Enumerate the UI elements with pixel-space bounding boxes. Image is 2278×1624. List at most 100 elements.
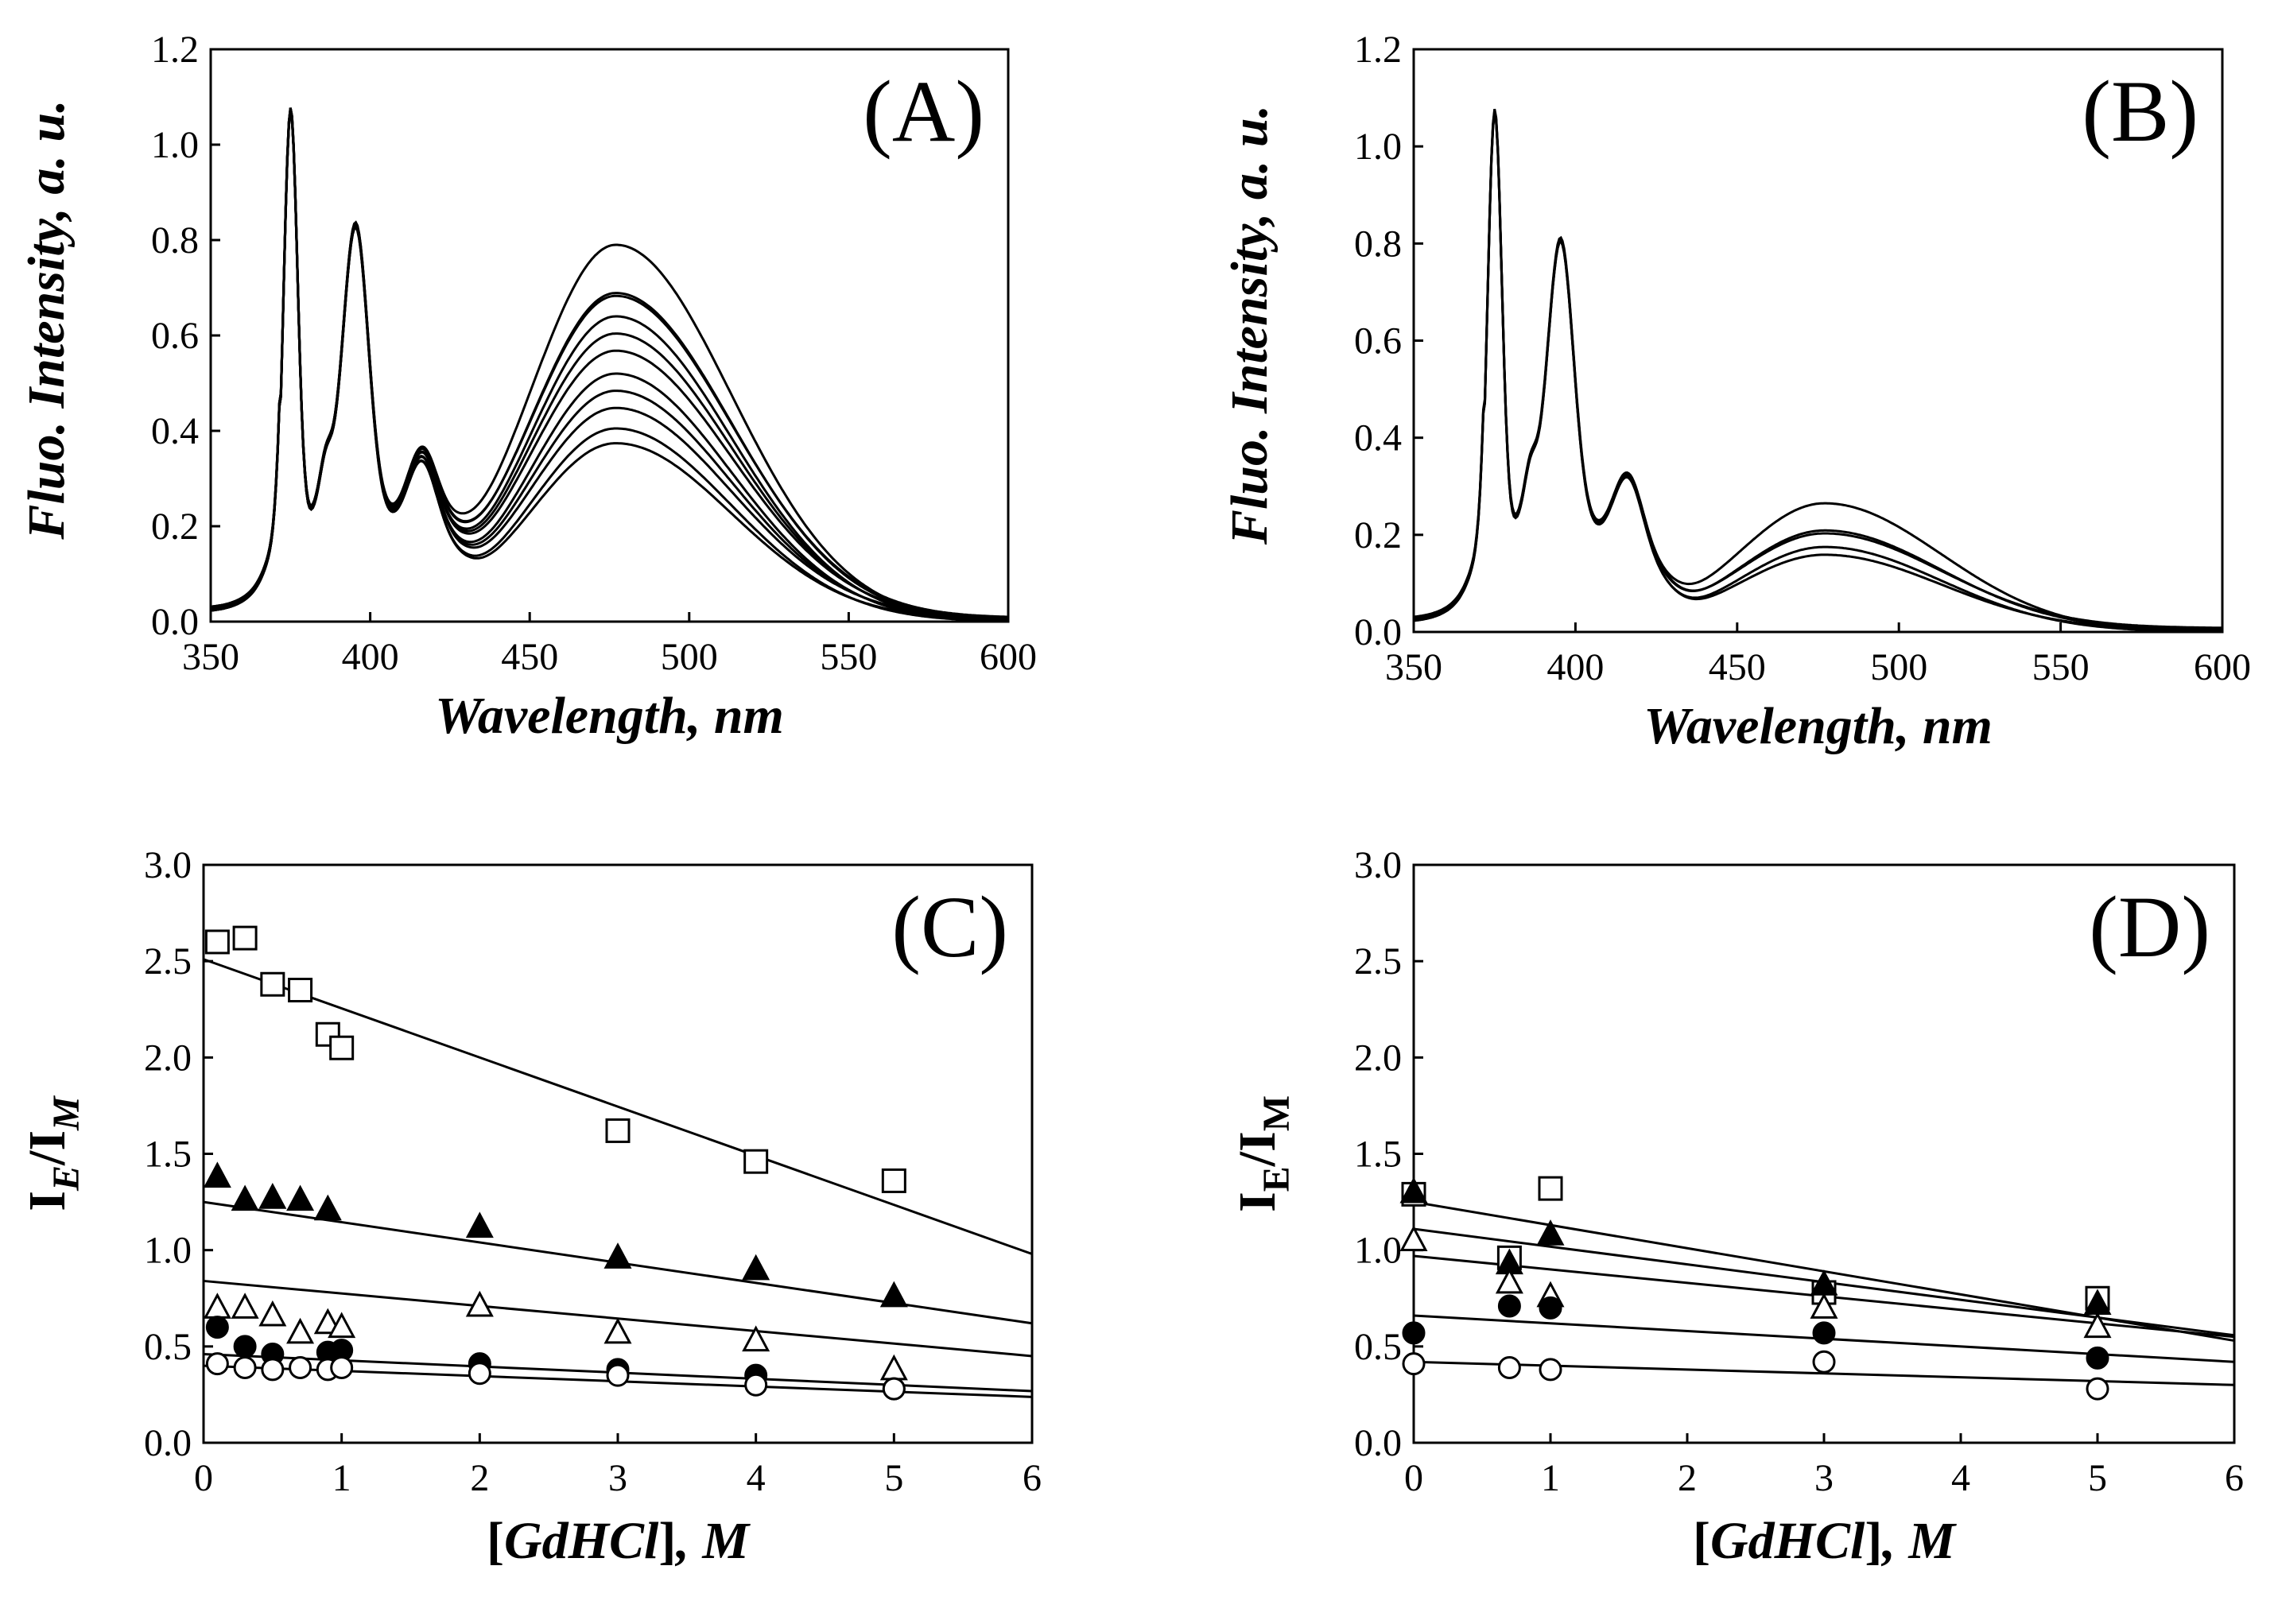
y-tick-label: 2.0 <box>1354 1037 1402 1079</box>
y-tick-label: 2.5 <box>1354 940 1402 983</box>
data-point-filled-circle <box>2086 1346 2109 1370</box>
data-point-filled-triangle <box>465 1211 494 1238</box>
data-point-filled-triangle <box>879 1281 908 1308</box>
x-tick-label: 4 <box>747 1457 766 1499</box>
data-point-filled-triangle <box>603 1242 632 1269</box>
data-point-filled-circle <box>1812 1321 1836 1345</box>
y-tick-label: 1.5 <box>144 1134 192 1176</box>
data-point-filled-circle <box>1402 1321 1426 1345</box>
data-point-open-square <box>881 1168 906 1193</box>
x-tick-label: 5 <box>884 1457 903 1499</box>
data-point-open-triangle <box>2083 1312 2112 1339</box>
data-point-open-triangle <box>742 1325 770 1352</box>
y-tick-label: 1.0 <box>1354 1230 1402 1272</box>
spectrum-line-11 <box>210 109 1009 621</box>
y-tick-label: 1.2 <box>151 29 199 71</box>
x-tick-label: 6 <box>2225 1457 2244 1499</box>
data-point-open-square <box>605 1118 631 1143</box>
y-tick-label: 0.6 <box>1354 320 1402 362</box>
spectrum-line-6 <box>210 107 1008 618</box>
data-point-open-triangle <box>231 1293 259 1319</box>
data-point-filled-triangle <box>231 1184 259 1211</box>
panel-label-D: (D) <box>2089 878 2210 975</box>
x-tick-label: 350 <box>182 636 239 678</box>
x-tick-label: 0 <box>194 1457 213 1499</box>
y-tick-label: 0.0 <box>1354 611 1402 653</box>
y-tick-label: 0.5 <box>144 1326 192 1368</box>
spectrum-line-5 <box>210 109 1008 620</box>
data-point-filled-triangle <box>203 1161 231 1188</box>
spectrum-line-7 <box>210 111 1009 622</box>
x-tick-label: 450 <box>501 636 558 678</box>
panel-c-ratio-plot: 0 1 2 3 4 5 6 0.0 0.5 1.0 1.5 2.0 2.5 3.0 [GdHCl], M IE… <box>18 844 1042 1570</box>
y-axis-label: IE/IM <box>18 1095 87 1211</box>
panel-b-spectra: 350 400 450 500 550 600 0.0 0.2 0.4 0.6 0.8 1.0 1.2 W… <box>1220 29 2251 755</box>
data-point-open-circle <box>261 1358 285 1382</box>
data-point-open-triangle <box>258 1300 287 1327</box>
data-point-open-triangle <box>1810 1293 1838 1319</box>
y-tick-label: 3.0 <box>1354 844 1402 886</box>
y-tick-label: 0.5 <box>1354 1326 1402 1368</box>
spectrum-line-2 <box>1413 110 2222 631</box>
data-point-filled-triangle <box>1536 1219 1565 1246</box>
y-tick-label: 0.4 <box>1354 417 1402 459</box>
y-tick-label: 1.5 <box>1354 1134 1402 1176</box>
y-tick-label: 1.2 <box>1354 29 1402 71</box>
x-tick-label: 2 <box>1678 1457 1697 1499</box>
y-tick-label: 0.0 <box>151 601 199 643</box>
spectrum-line-3 <box>1413 108 2223 630</box>
data-point-open-square <box>260 971 285 997</box>
x-tick-label: 350 <box>1385 646 1442 688</box>
panel-label-A: (A) <box>863 63 984 160</box>
y-axis-label: Fluo. Intensity, a. u. <box>17 99 76 540</box>
data-point-open-circle <box>1402 1352 1426 1376</box>
data-point-open-triangle <box>1495 1267 1523 1294</box>
y-tick-label: 0.0 <box>144 1422 192 1464</box>
data-point-open-circle <box>205 1352 229 1376</box>
data-point-open-circle <box>1497 1355 1521 1379</box>
y-axis-label: IE/IM <box>1228 1095 1298 1212</box>
y-tick-label: 1.0 <box>151 124 199 166</box>
data-point-open-square <box>1538 1176 1563 1201</box>
spectrum-line-5 <box>1413 110 2222 631</box>
data-point-open-triangle <box>465 1290 494 1317</box>
data-point-open-circle <box>233 1355 257 1379</box>
y-axis-label: Fluo. Intensity, a. u. <box>1220 105 1279 545</box>
data-point-filled-triangle <box>1399 1176 1428 1203</box>
x-tick-label: 6 <box>1023 1457 1042 1499</box>
data-point-filled-circle <box>233 1335 257 1359</box>
x-axis-label: Wavelength, nm <box>1643 697 1993 755</box>
data-point-open-circle <box>606 1363 630 1387</box>
x-tick-label: 600 <box>980 636 1037 678</box>
data-point-open-circle <box>744 1373 768 1397</box>
data-point-open-circle <box>882 1377 906 1401</box>
y-tick-label: 0.2 <box>151 506 199 548</box>
data-point-open-square <box>743 1149 769 1174</box>
data-point-filled-circle <box>1539 1296 1562 1320</box>
data-point-open-triangle <box>603 1317 632 1344</box>
x-tick-label: 5 <box>2088 1457 2107 1499</box>
spectrum-line-2 <box>210 109 1009 620</box>
y-tick-label: 2.5 <box>144 940 192 983</box>
spectrum-line-9 <box>210 107 1008 618</box>
spectrum-line-4 <box>210 111 1009 622</box>
data-point-open-square <box>232 925 258 951</box>
x-tick-label: 600 <box>2194 646 2251 688</box>
x-tick-label: 4 <box>1951 1457 1970 1499</box>
panel-label-B: (B) <box>2082 63 2198 160</box>
data-point-open-triangle <box>286 1317 315 1344</box>
spectrum-line-1 <box>210 111 1009 622</box>
data-point-filled-triangle <box>258 1183 287 1209</box>
spectrum-line-3 <box>210 107 1008 618</box>
y-tick-label: 0.0 <box>1354 1422 1402 1464</box>
x-tick-label: 400 <box>342 636 399 678</box>
y-tick-label: 1.0 <box>1354 126 1402 168</box>
x-tick-label: 3 <box>1814 1457 1834 1499</box>
x-tick-label: 400 <box>1546 646 1604 688</box>
y-tick-label: 0.6 <box>151 315 199 357</box>
data-point-filled-triangle <box>313 1194 342 1221</box>
data-point-open-square <box>204 929 230 955</box>
data-point-open-triangle <box>1399 1225 1428 1252</box>
data-point-open-triangle <box>328 1312 356 1339</box>
